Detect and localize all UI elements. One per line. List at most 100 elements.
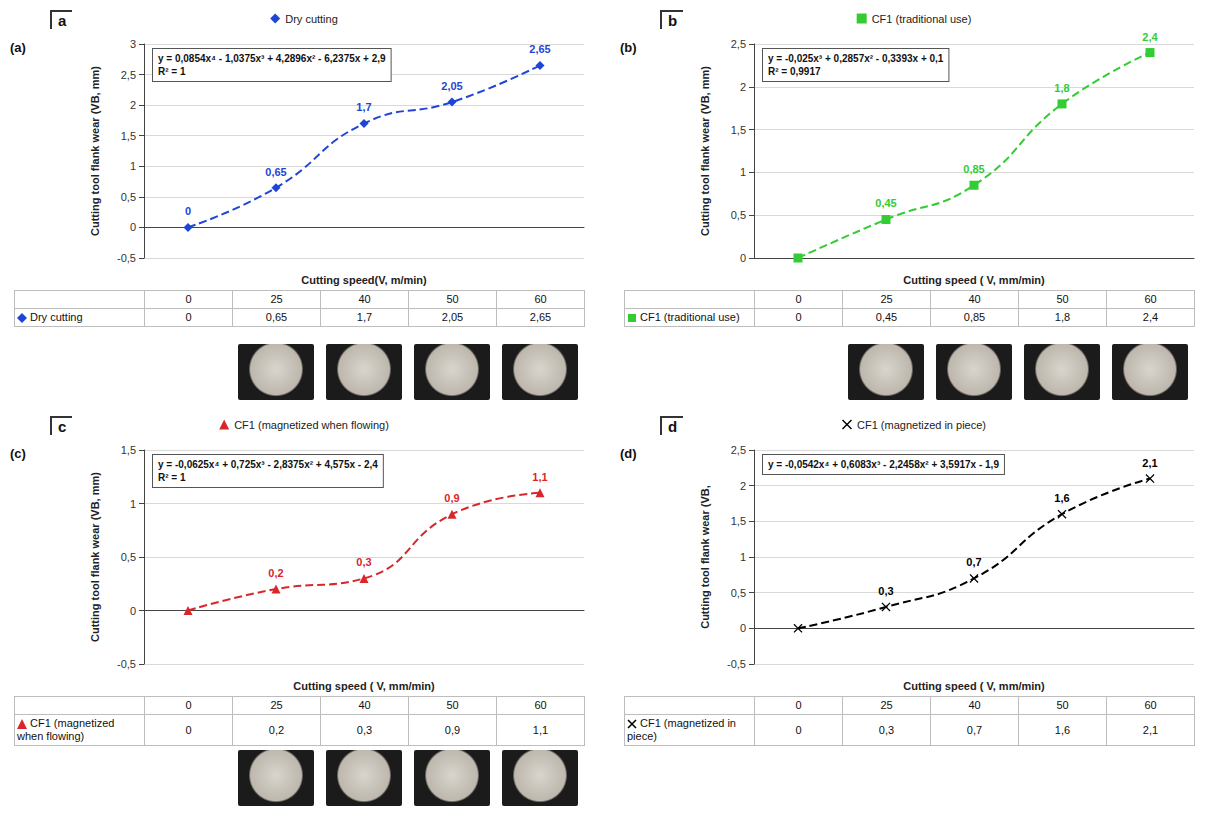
svg-text:0,2: 0,2 (268, 567, 283, 579)
svg-text:Dry cutting: Dry cutting (285, 13, 338, 25)
svg-text:2,05: 2,05 (441, 80, 462, 92)
svg-text:0,65: 0,65 (265, 166, 286, 178)
html-text:0,9: 0,9 (444, 723, 461, 736)
html-text:2,4: 2,4 (1142, 311, 1159, 323)
html-text:CF1 (traditional use): CF1 (traditional use) (640, 311, 740, 323)
svg-text:y = -0,025x³ + 0,2857x² - 0,33: y = -0,025x³ + 0,2857x² - 0,3393x + 0,1 (768, 53, 944, 64)
html-text:0,7: 0,7 (966, 723, 983, 736)
svg-text:0,5: 0,5 (121, 191, 136, 203)
svg-text:R² = 0,9917: R² = 0,9917 (768, 66, 821, 77)
svg-text:Cutting tool flank wear (VB, m: Cutting tool flank wear (VB, mm) (699, 66, 711, 236)
html-text:40: 40 (358, 699, 371, 711)
html-text:2,1: 2,1 (1142, 723, 1159, 736)
html-text:0,2: 0,2 (268, 723, 285, 736)
html-text:40: 40 (968, 699, 981, 711)
html-text:60: 60 (1144, 293, 1157, 305)
html-text:2,65: 2,65 (529, 311, 552, 323)
svg-text:1,5: 1,5 (121, 444, 136, 456)
svg-text:0,85: 0,85 (963, 163, 984, 175)
svg-text:2,65: 2,65 (529, 43, 550, 55)
html-text:CF1 (magnetized in piece): CF1 (magnetized in piece) (627, 717, 736, 742)
html-text:0,3: 0,3 (356, 723, 373, 736)
html-text:2,05: 2,05 (441, 311, 464, 323)
html-text:50: 50 (1056, 293, 1069, 305)
html-text:0,85: 0,85 (963, 311, 986, 323)
svg-text:Cutting tool flank wear (VB, m: Cutting tool flank wear (VB, mm) (89, 66, 101, 236)
svg-text:2: 2 (740, 81, 746, 93)
html-text:1,1: 1,1 (532, 723, 549, 736)
svg-text:-0,5: -0,5 (117, 658, 136, 670)
svg-text:2,1: 2,1 (1142, 457, 1157, 469)
html-text:0,65: 0,65 (265, 311, 288, 323)
html-text:(a): (a) (10, 40, 26, 55)
html-text:(d): (d) (620, 446, 637, 461)
svg-text:CF1 (traditional use): CF1 (traditional use) (872, 13, 972, 25)
svg-text:2,5: 2,5 (731, 38, 746, 50)
svg-text:-0,5: -0,5 (727, 658, 746, 670)
svg-text:Cutting speed ( V, mm/min): Cutting speed ( V, mm/min) (293, 680, 435, 692)
html-text:(b): (b) (620, 40, 637, 55)
svg-text:CF1 (magnetized when flowing): CF1 (magnetized when flowing) (234, 419, 389, 431)
svg-text:0,45: 0,45 (875, 197, 896, 209)
svg-text:0: 0 (130, 605, 136, 617)
svg-text:1,5: 1,5 (731, 124, 746, 136)
svg-text:y = -0,0542x⁴ + 0,6083x³ - 2,2: y = -0,0542x⁴ + 0,6083x³ - 2,2458x² + 3,… (768, 459, 999, 470)
svg-text:-0,5: -0,5 (117, 252, 136, 264)
svg-text:0,7: 0,7 (966, 556, 981, 568)
svg-text:Cutting tool flank wear (VB, m: Cutting tool flank wear (VB, mm) (89, 472, 101, 642)
html-text:0,45: 0,45 (875, 311, 898, 323)
svg-text:1,5: 1,5 (121, 130, 136, 142)
svg-text:0: 0 (740, 252, 746, 264)
svg-text:1,5: 1,5 (731, 515, 746, 527)
html-text:25: 25 (270, 293, 283, 305)
html-text:Dry cutting: Dry cutting (30, 311, 83, 323)
svg-text:Cutting tool flank wear (VB,: Cutting tool flank wear (VB, (699, 485, 711, 629)
svg-text:1: 1 (130, 498, 136, 510)
svg-text:1: 1 (130, 160, 136, 172)
svg-text:2: 2 (130, 99, 136, 111)
html-text:1,6: 1,6 (1054, 723, 1071, 736)
svg-text:1,7: 1,7 (356, 101, 371, 113)
svg-text:0,5: 0,5 (121, 551, 136, 563)
html-text:0,3: 0,3 (878, 723, 895, 736)
html-text:25: 25 (880, 293, 893, 305)
svg-text:0: 0 (130, 221, 136, 233)
svg-text:1: 1 (740, 551, 746, 563)
svg-text:CF1 (magnetized in piece): CF1 (magnetized in piece) (857, 419, 986, 431)
html-text:40: 40 (968, 293, 981, 305)
svg-text:R² = 1: R² = 1 (158, 472, 186, 483)
svg-text:0: 0 (740, 622, 746, 634)
svg-text:Cutting speed(V, m/min): Cutting speed(V, m/min) (301, 274, 427, 286)
svg-text:3: 3 (130, 38, 136, 50)
html-text:1,8: 1,8 (1054, 311, 1071, 323)
html-text:50: 50 (446, 699, 459, 711)
html-text:60: 60 (534, 293, 547, 305)
svg-text:0,3: 0,3 (878, 585, 893, 597)
svg-text:1,1: 1,1 (532, 471, 547, 483)
svg-text:Cutting speed ( V, mm/min): Cutting speed ( V, mm/min) (903, 274, 1045, 286)
svg-text:2,4: 2,4 (1142, 31, 1158, 43)
html-text:50: 50 (446, 293, 459, 305)
svg-text:0,9: 0,9 (444, 492, 459, 504)
svg-text:1,6: 1,6 (1054, 492, 1069, 504)
svg-text:0,5: 0,5 (731, 209, 746, 221)
svg-text:2,5: 2,5 (731, 444, 746, 456)
svg-text:Cutting speed ( V, mm/min): Cutting speed ( V, mm/min) (903, 680, 1045, 692)
html-text:(c): (c) (10, 446, 26, 461)
svg-text:2: 2 (740, 480, 746, 492)
svg-text:0,5: 0,5 (731, 587, 746, 599)
svg-text:0: 0 (185, 205, 191, 217)
svg-text:y = -0,0625x⁴ + 0,725x³ - 2,83: y = -0,0625x⁴ + 0,725x³ - 2,8375x² + 4,5… (158, 459, 378, 470)
svg-text:1: 1 (740, 166, 746, 178)
html-text:25: 25 (270, 699, 283, 711)
html-text:1,7: 1,7 (356, 311, 373, 323)
svg-text:R² = 1: R² = 1 (158, 66, 186, 77)
svg-text:1,8: 1,8 (1054, 82, 1069, 94)
svg-text:0,3: 0,3 (356, 556, 371, 568)
html-text:CF1 (magnetized when flowing): CF1 (magnetized when flowing) (17, 717, 115, 742)
html-text:40: 40 (358, 293, 371, 305)
html-text:25: 25 (880, 699, 893, 711)
svg-text:y = 0,0854x⁴ - 1,0375x³ + 4,28: y = 0,0854x⁴ - 1,0375x³ + 4,2896x² - 6,2… (158, 53, 386, 64)
html-text:60: 60 (534, 699, 547, 711)
svg-text:2,5: 2,5 (121, 69, 136, 81)
